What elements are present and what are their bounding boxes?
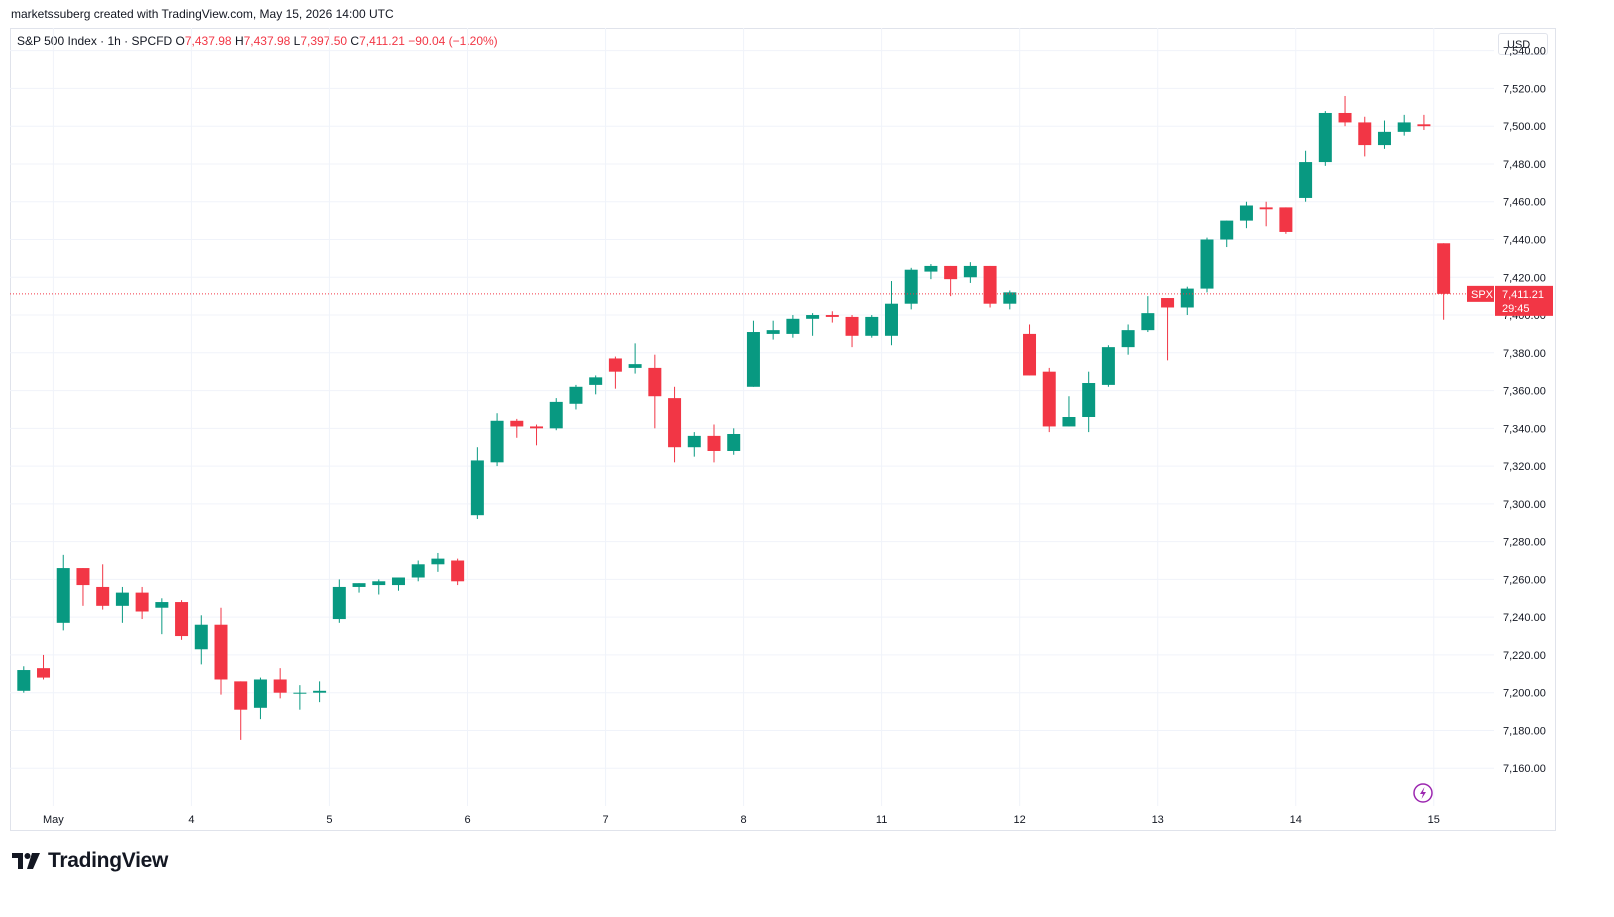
chart-frame <box>10 28 1556 831</box>
legend-low-value: 7,397.50 <box>300 34 348 48</box>
symbol-legend: S&P 500 Index · 1h · SPCFD O7,437.98 H7,… <box>17 34 498 48</box>
legend-low-label: L <box>293 34 301 48</box>
legend-open-value: 7,437.98 <box>184 34 232 48</box>
tradingview-logo[interactable]: TradingView <box>12 849 168 873</box>
legend-close-label: C <box>350 34 360 48</box>
legend-high-value: 7,437.98 <box>243 34 291 48</box>
legend-change-value: −90.04 (−1.20%) <box>408 34 498 48</box>
currency-button[interactable]: USD <box>1498 33 1548 55</box>
chart-byline: marketssuberg created with TradingView.c… <box>11 7 394 21</box>
legend-close-value: 7,411.21 <box>359 34 405 48</box>
legend-high-label: H <box>234 34 244 48</box>
legend-symbol[interactable]: S&P 500 Index · 1h · SPCFD <box>17 34 173 48</box>
legend-open-label: O <box>175 34 185 48</box>
tradingview-logo-icon <box>12 853 40 869</box>
tradingview-logo-text: TradingView <box>48 849 169 872</box>
